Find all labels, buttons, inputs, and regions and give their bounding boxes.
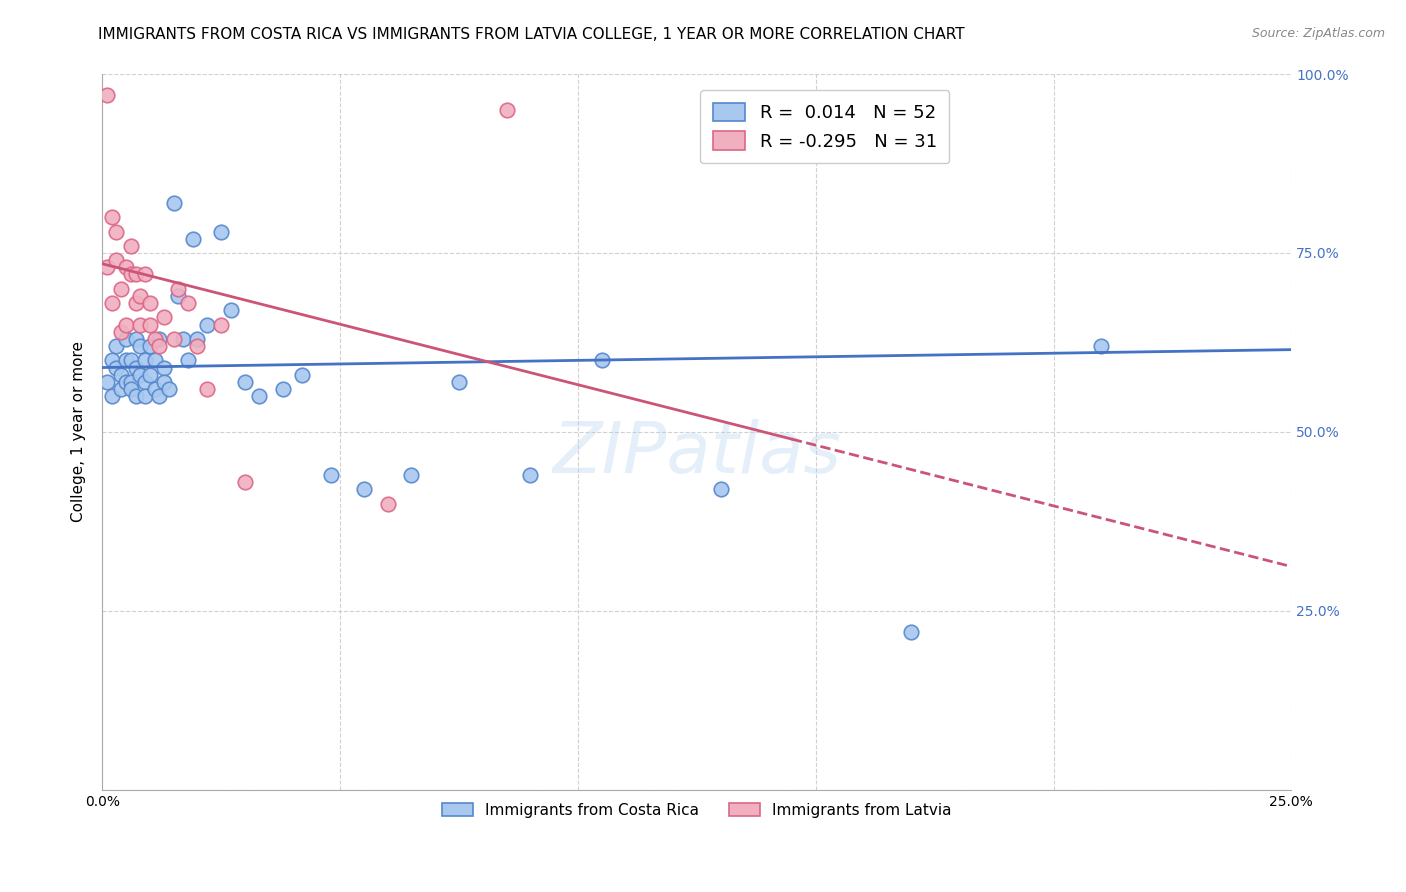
Point bbox=[162, 332, 184, 346]
Point bbox=[143, 382, 166, 396]
Point bbox=[124, 296, 146, 310]
Point bbox=[105, 225, 128, 239]
Point bbox=[247, 389, 270, 403]
Point bbox=[209, 225, 232, 239]
Point bbox=[100, 210, 122, 224]
Point bbox=[177, 296, 200, 310]
Point bbox=[110, 282, 132, 296]
Point bbox=[519, 467, 541, 482]
Point bbox=[291, 368, 314, 382]
Point bbox=[120, 268, 142, 282]
Point bbox=[1090, 339, 1112, 353]
Point bbox=[148, 389, 170, 403]
Point bbox=[96, 375, 118, 389]
Point bbox=[157, 382, 180, 396]
Point bbox=[271, 382, 294, 396]
Point bbox=[120, 375, 142, 389]
Point bbox=[181, 232, 204, 246]
Point bbox=[124, 360, 146, 375]
Text: Source: ZipAtlas.com: Source: ZipAtlas.com bbox=[1251, 27, 1385, 40]
Point bbox=[96, 260, 118, 275]
Point bbox=[115, 375, 138, 389]
Point bbox=[115, 318, 138, 332]
Point bbox=[186, 339, 208, 353]
Point bbox=[120, 382, 142, 396]
Point bbox=[120, 239, 142, 253]
Legend: Immigrants from Costa Rica, Immigrants from Latvia: Immigrants from Costa Rica, Immigrants f… bbox=[434, 795, 959, 825]
Point bbox=[153, 375, 176, 389]
Point bbox=[162, 195, 184, 210]
Point bbox=[186, 332, 208, 346]
Point bbox=[148, 332, 170, 346]
Point bbox=[134, 389, 156, 403]
Point bbox=[401, 467, 423, 482]
Point bbox=[134, 375, 156, 389]
Point bbox=[209, 318, 232, 332]
Point bbox=[139, 368, 162, 382]
Point bbox=[591, 353, 613, 368]
Point bbox=[195, 382, 218, 396]
Y-axis label: College, 1 year or more: College, 1 year or more bbox=[72, 342, 86, 523]
Point bbox=[134, 353, 156, 368]
Point bbox=[153, 360, 176, 375]
Point bbox=[143, 332, 166, 346]
Point bbox=[139, 296, 162, 310]
Text: ZIPatlas: ZIPatlas bbox=[553, 419, 841, 488]
Point bbox=[143, 353, 166, 368]
Point bbox=[115, 353, 138, 368]
Point bbox=[100, 353, 122, 368]
Point bbox=[110, 382, 132, 396]
Point bbox=[447, 375, 470, 389]
Point bbox=[177, 353, 200, 368]
Point bbox=[115, 332, 138, 346]
Point bbox=[139, 318, 162, 332]
Point bbox=[129, 318, 152, 332]
Point bbox=[105, 339, 128, 353]
Point bbox=[96, 88, 118, 103]
Point bbox=[120, 353, 142, 368]
Point bbox=[100, 296, 122, 310]
Point bbox=[110, 325, 132, 339]
Point bbox=[172, 332, 194, 346]
Point bbox=[167, 282, 190, 296]
Point bbox=[148, 339, 170, 353]
Point bbox=[377, 497, 399, 511]
Point bbox=[129, 339, 152, 353]
Point bbox=[219, 303, 242, 318]
Point bbox=[167, 289, 190, 303]
Point bbox=[139, 339, 162, 353]
Point bbox=[124, 389, 146, 403]
Text: IMMIGRANTS FROM COSTA RICA VS IMMIGRANTS FROM LATVIA COLLEGE, 1 YEAR OR MORE COR: IMMIGRANTS FROM COSTA RICA VS IMMIGRANTS… bbox=[98, 27, 965, 42]
Point bbox=[319, 467, 342, 482]
Point bbox=[124, 268, 146, 282]
Point bbox=[233, 375, 256, 389]
Point bbox=[153, 310, 176, 325]
Point bbox=[115, 260, 138, 275]
Point bbox=[105, 253, 128, 268]
Point bbox=[495, 103, 517, 117]
Point bbox=[100, 389, 122, 403]
Point bbox=[900, 625, 922, 640]
Point bbox=[195, 318, 218, 332]
Point bbox=[124, 332, 146, 346]
Point bbox=[129, 368, 152, 382]
Point bbox=[134, 268, 156, 282]
Point bbox=[129, 289, 152, 303]
Point bbox=[709, 482, 731, 496]
Point bbox=[105, 360, 128, 375]
Point bbox=[110, 368, 132, 382]
Point bbox=[353, 482, 375, 496]
Point bbox=[233, 475, 256, 489]
